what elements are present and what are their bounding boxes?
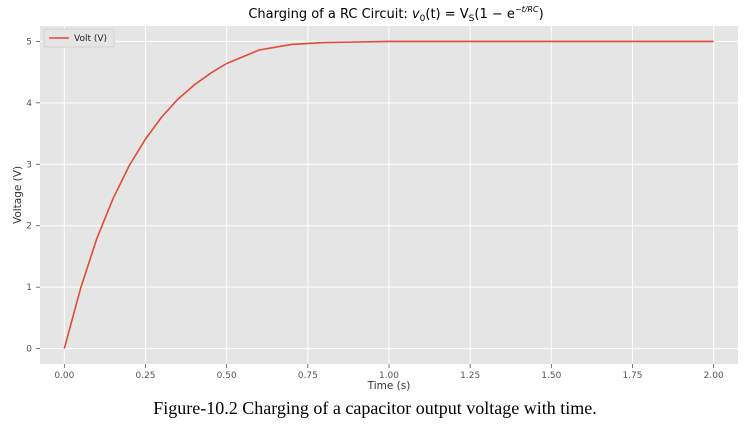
figure-caption: Figure-10.2 Charging of a capacitor outp… xyxy=(153,398,597,418)
legend-box xyxy=(43,28,115,48)
x-tick-label: 2.00 xyxy=(704,371,724,381)
y-tick-label: 1 xyxy=(26,283,32,293)
chart-title: Charging of a RC Circuit: v0(t) = VS(1 −… xyxy=(248,5,543,24)
x-axis-label: Time (s) xyxy=(367,380,411,392)
x-tick-label: 1.00 xyxy=(379,371,399,381)
legend-label: Volt (V) xyxy=(74,34,107,44)
x-tick-label: 1.50 xyxy=(541,371,561,381)
x-ticks: 0.00 0.25 0.50 0.75 1.00 1.25 1.50 1.75 2.00 xyxy=(54,364,724,381)
x-tick-label: 0.00 xyxy=(54,371,74,381)
y-tick-label: 5 xyxy=(26,37,32,47)
x-tick-label: 0.25 xyxy=(135,371,155,381)
y-tick-label: 3 xyxy=(26,160,32,170)
y-tick-label: 2 xyxy=(26,222,32,232)
series-group xyxy=(63,40,714,349)
x-tick-label: 1.75 xyxy=(622,371,642,381)
x-tick-label: 1.25 xyxy=(460,371,480,381)
x-tick-label: 0.50 xyxy=(217,371,237,381)
legend: Volt (V) xyxy=(43,28,115,48)
y-axis-label: Voltage (V) xyxy=(12,166,24,224)
x-tick-label: 0.75 xyxy=(298,371,318,381)
chart: Charging of a RC Circuit: v0(t) = VS(1 −… xyxy=(12,5,738,392)
series-line-0 xyxy=(63,40,714,349)
y-tick-label: 0 xyxy=(26,345,32,355)
y-tick-label: 4 xyxy=(26,99,32,109)
y-ticks: 0 1 2 3 4 5 xyxy=(26,37,40,355)
